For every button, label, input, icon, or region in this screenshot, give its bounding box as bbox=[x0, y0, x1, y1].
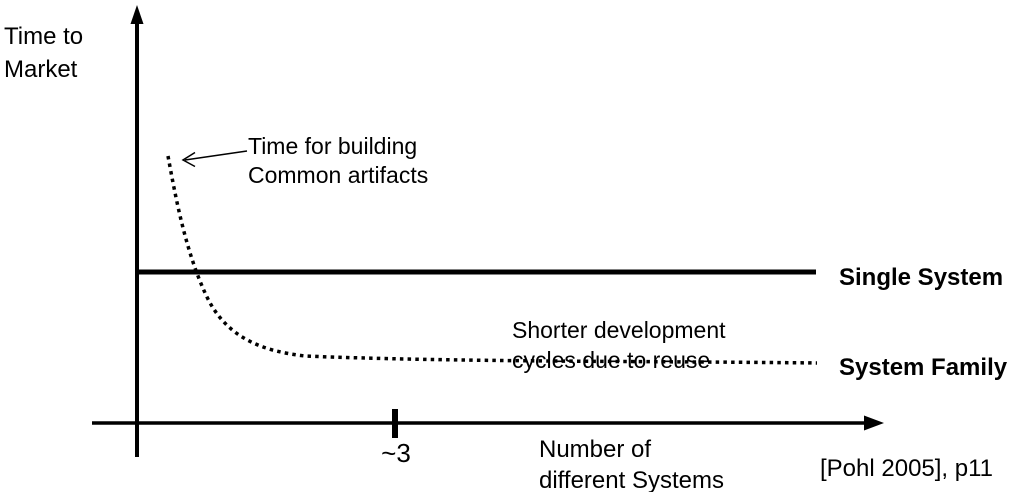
system-family-curve bbox=[166, 155, 818, 365]
y-axis-label: Time to Market bbox=[4, 23, 84, 83]
x-tick-label: ~3 bbox=[381, 438, 411, 468]
citation: [Pohl 2005], p11 bbox=[820, 455, 994, 482]
x-axis-arrowhead-icon bbox=[864, 415, 884, 431]
x-axis-label: Number of different Systems bbox=[539, 436, 724, 492]
y-axis-arrowhead-icon bbox=[130, 5, 144, 24]
single-system-label: Single System bbox=[839, 264, 1004, 291]
annotation-arrow-line bbox=[184, 150, 248, 161]
annotation-arrowhead-icon bbox=[181, 151, 196, 168]
annotation-reuse: Shorter development cycles due to reuse bbox=[512, 317, 726, 373]
annotation-common-artifacts: Time for building Common artifacts bbox=[248, 133, 429, 188]
system-family-label: System Family bbox=[839, 354, 1008, 381]
